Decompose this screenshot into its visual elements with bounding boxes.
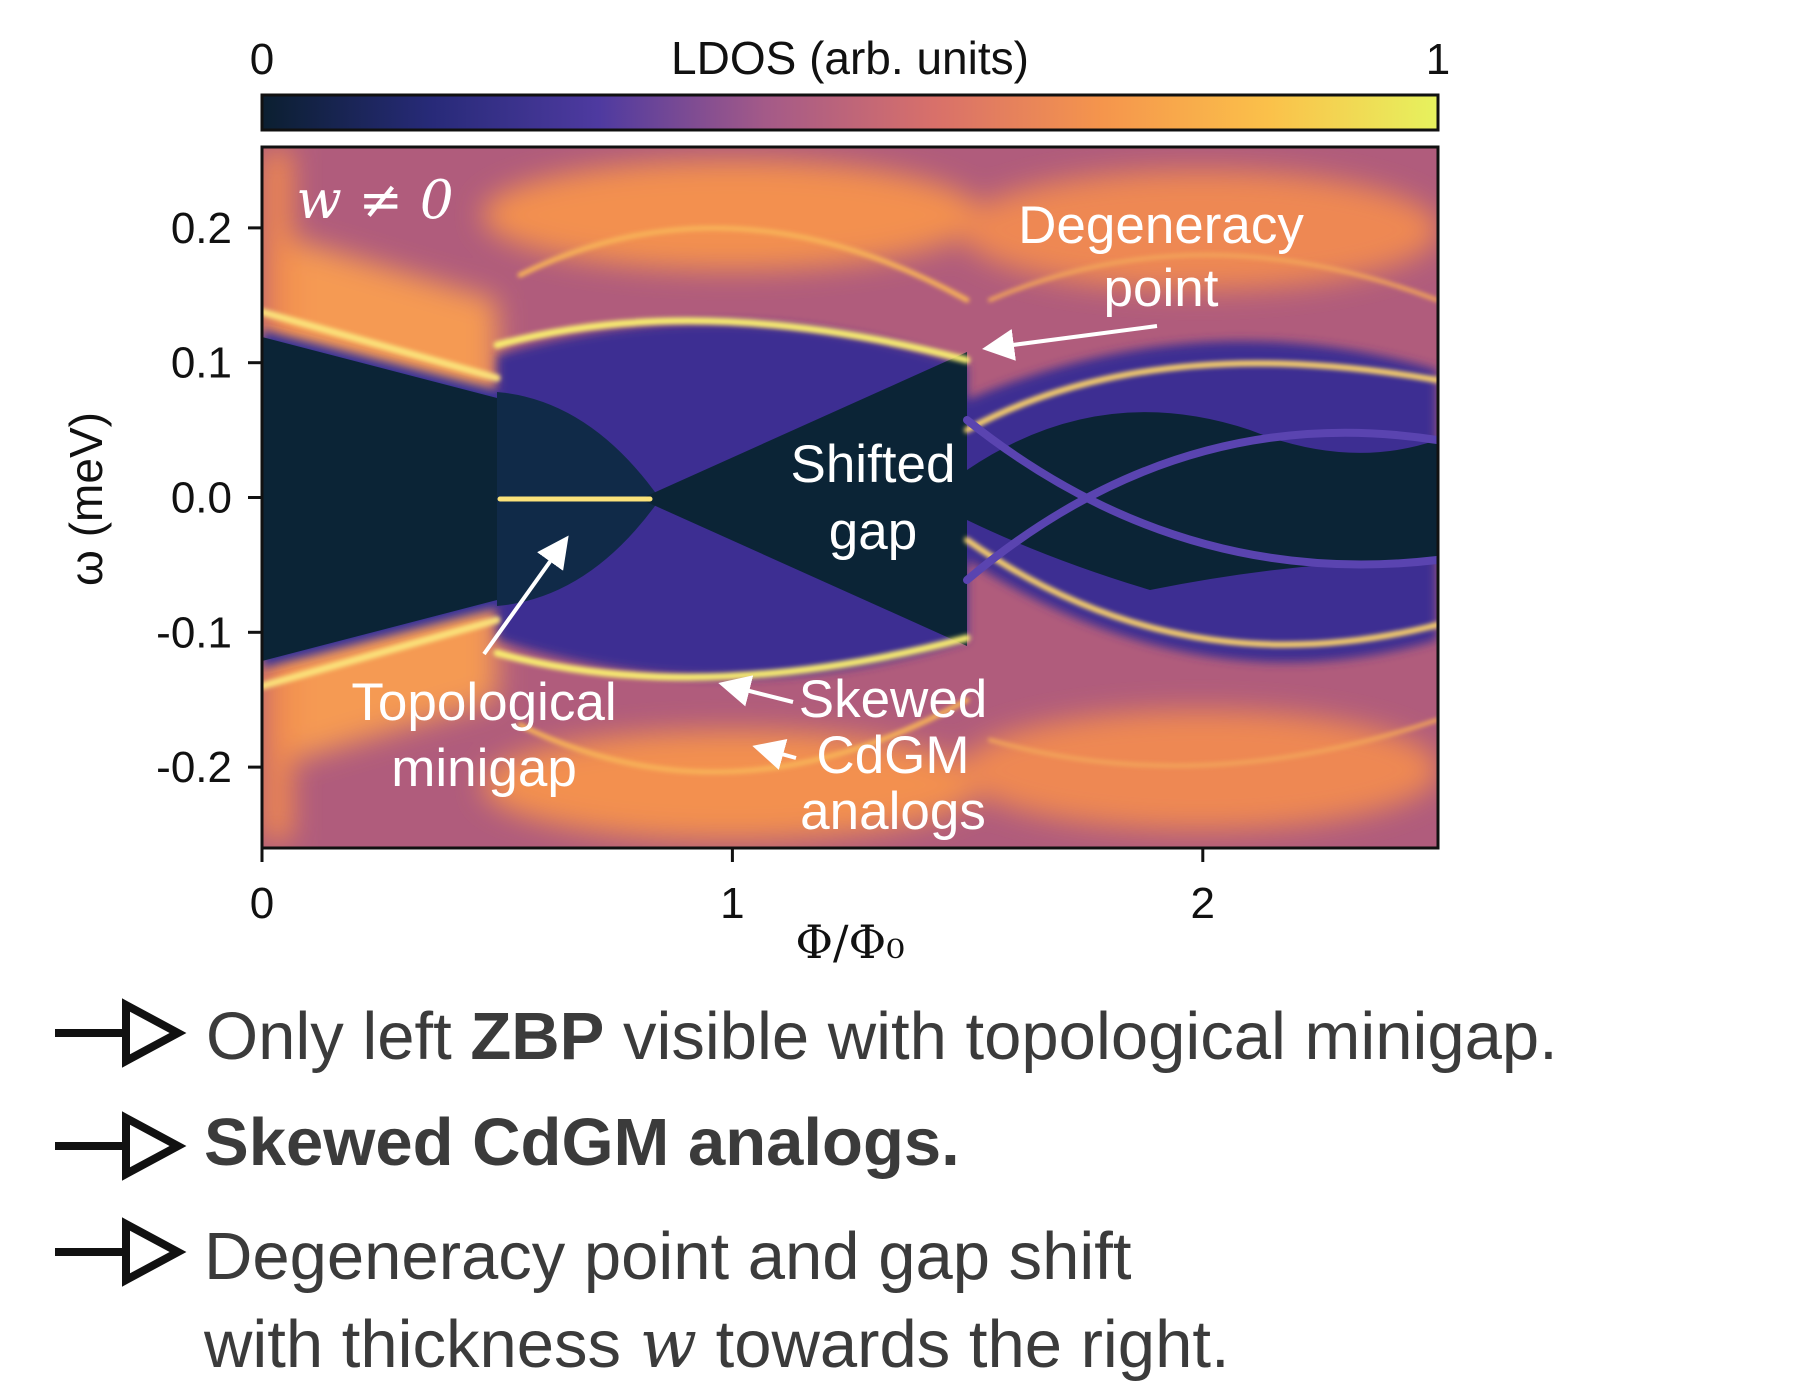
y-tick-label: -0.2	[156, 743, 232, 792]
annotation: Degeneracy	[1018, 196, 1304, 255]
bullet-text: Only left ZBP visible with topological m…	[206, 999, 1558, 1074]
annotation: Topological	[351, 673, 616, 732]
annotation: minigap	[391, 739, 577, 798]
colorbar-label: LDOS (arb. units)	[671, 32, 1029, 84]
annotation: CdGM	[816, 726, 969, 785]
bullet-arrows	[55, 1005, 178, 1280]
x-axis-label: Φ/Φ₀	[795, 915, 904, 969]
colorbar-tick-label: 1	[1426, 35, 1450, 84]
text-span: Only left	[206, 999, 470, 1074]
annotation: point	[1104, 259, 1219, 318]
annotation: Shifted	[790, 435, 955, 494]
text-span: visible with topological minigap.	[604, 999, 1557, 1074]
x-tick-label: 1	[720, 879, 744, 928]
bold-span: ZBP	[470, 999, 604, 1074]
colorbar-tick-label: 0	[250, 35, 274, 84]
annotation: gap	[829, 502, 917, 561]
y-tick-label: -0.1	[156, 608, 232, 657]
annotation: w ≠ 0	[296, 170, 453, 231]
colorbar	[262, 95, 1438, 130]
text-span: towards the right.	[697, 1307, 1230, 1382]
x-tick-label: 2	[1191, 879, 1215, 928]
bullet-text: with thickness w towards the right.	[203, 1305, 1230, 1383]
text-span: with thickness	[203, 1307, 640, 1382]
x-tick-label: 0	[250, 879, 274, 928]
annotation: Skewed	[799, 670, 988, 729]
math-span: w	[640, 1305, 697, 1383]
y-tick-label: 0.1	[171, 339, 232, 388]
bullet-text: Skewed CdGM analogs.	[204, 1105, 960, 1180]
annotation: analogs	[800, 782, 986, 841]
bullet-text: Degeneracy point and gap shift	[204, 1219, 1132, 1294]
page: LDOS (arb. units) Φ/Φ₀ ω (meV) Only left…	[0, 0, 1794, 1385]
y-axis-label: ω (meV)	[60, 412, 112, 586]
y-tick-label: 0.2	[171, 204, 232, 253]
y-tick-label: 0.0	[171, 474, 232, 523]
